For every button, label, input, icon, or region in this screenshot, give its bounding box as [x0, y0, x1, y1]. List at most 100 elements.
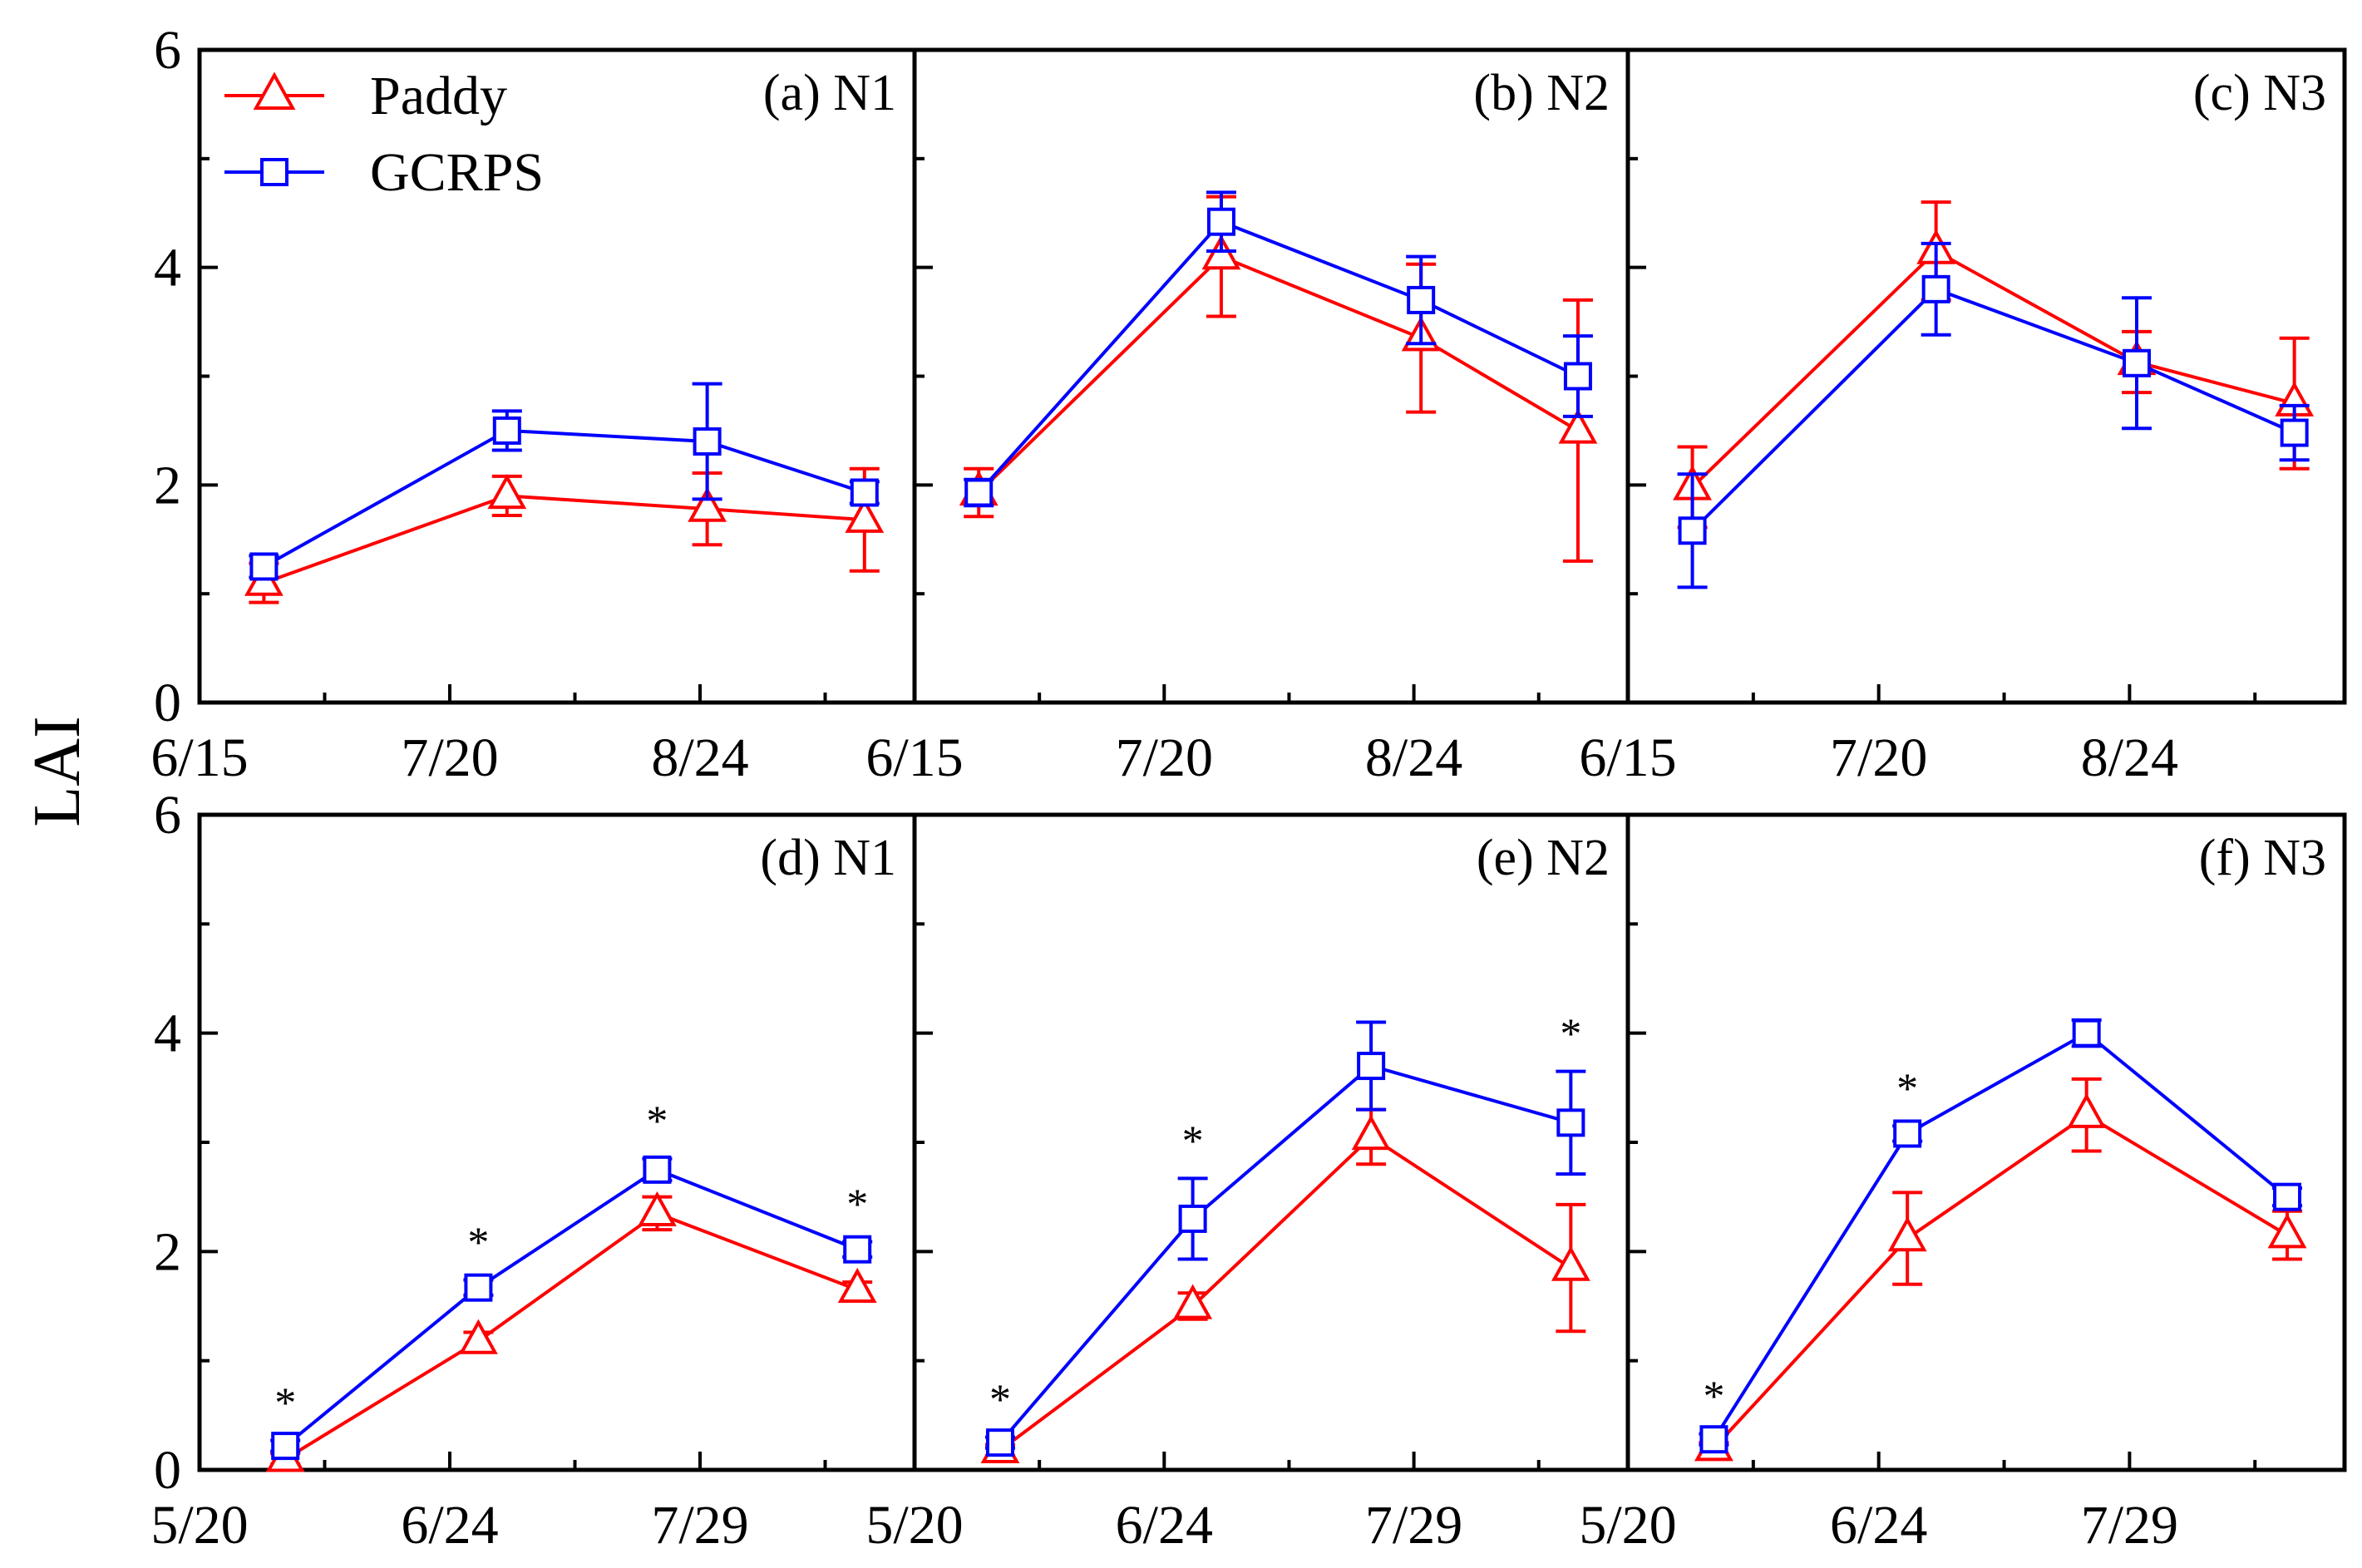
- legend-label: Paddy: [370, 66, 507, 126]
- x-tick-label: 6/24: [401, 1495, 498, 1556]
- panel-frame: [197, 812, 917, 1472]
- paddy-line: [263, 494, 865, 584]
- y-tick-label: 4: [154, 1003, 181, 1064]
- panel-title: (d) N1: [760, 830, 896, 886]
- panel-title: (c) N3: [2193, 65, 2326, 121]
- paddy-marker: [1173, 1284, 1213, 1319]
- x-tick-label: 7/29: [651, 1495, 748, 1556]
- panel-title: (a) N1: [763, 65, 896, 121]
- paddy-marker: [837, 1267, 877, 1303]
- x-tick-label: 5/20: [150, 1495, 248, 1556]
- gcrps-line: [263, 428, 865, 569]
- x-tick-label: 7/20: [1116, 727, 1213, 788]
- gcrps-marker: [1407, 285, 1436, 314]
- panel-f-n3: 5/20 6/24 7/29 (f) N3 * *: [1579, 812, 2347, 1556]
- gcrps-marker: [1206, 207, 1235, 236]
- x-tick-label: 7/29: [1365, 1495, 1462, 1556]
- gcrps-line: [1712, 1031, 2289, 1441]
- significance-star: *: [989, 1377, 1011, 1424]
- gcrps-marker: [643, 1155, 672, 1184]
- gcrps-marker: [2072, 1018, 2101, 1048]
- y-axis-label: LAI: [21, 716, 94, 826]
- gcrps-marker: [693, 427, 722, 456]
- paddy-line: [1691, 249, 2295, 489]
- significance-star: *: [846, 1181, 868, 1229]
- panel-e-n2: 5/20 6/24 7/29 (e) N2 * * *: [865, 812, 1630, 1556]
- gcrps-marker: [249, 552, 279, 581]
- paddy-marker: [1351, 1114, 1391, 1151]
- significance-star: *: [1560, 1011, 1581, 1058]
- significance-star: *: [1896, 1065, 1918, 1112]
- paddy-marker: [1551, 1245, 1590, 1281]
- panel-frame: [912, 47, 1630, 705]
- paddy-marker: [1887, 1216, 1927, 1252]
- gcrps-marker: [464, 1273, 493, 1302]
- panel-title: (b) N2: [1473, 65, 1610, 121]
- panel-frame: [912, 812, 1630, 1472]
- gcrps-line: [977, 219, 1579, 494]
- gcrps-marker: [1893, 1119, 1922, 1148]
- legend-label: GCRPS: [370, 142, 544, 203]
- y-tick-label: 2: [154, 455, 181, 515]
- x-tick-label: 6/15: [865, 727, 963, 788]
- gcrps-line: [1691, 287, 2295, 532]
- panel-frame: [1625, 47, 2347, 705]
- gcrps-marker: [964, 478, 994, 507]
- paddy-marker: [1558, 408, 1598, 444]
- paddy-marker: [1201, 234, 1241, 270]
- y-tick-label: 0: [154, 1440, 181, 1501]
- gcrps-marker: [850, 478, 879, 507]
- significance-star: *: [467, 1219, 489, 1266]
- gcrps-marker: [2273, 1182, 2302, 1211]
- x-tick-label: 7/20: [1830, 727, 1927, 788]
- x-tick-label: 6/24: [1116, 1495, 1213, 1556]
- x-tick-label: 5/20: [1579, 1495, 1676, 1556]
- y-tick-label: 0: [154, 673, 181, 733]
- x-tick-label: 6/15: [1579, 727, 1676, 788]
- gcrps-marker: [1178, 1204, 1207, 1233]
- paddy-line: [1712, 1112, 2289, 1450]
- paddy-marker: [688, 486, 727, 522]
- y-tick-label: 2: [154, 1221, 181, 1282]
- gcrps-marker: [843, 1235, 872, 1264]
- paddy-marker: [487, 473, 527, 510]
- gcrps-line: [284, 1167, 858, 1447]
- x-tick-label: 6/24: [1830, 1495, 1927, 1556]
- gcrps-marker: [2123, 348, 2152, 377]
- paddy-line: [284, 1211, 858, 1461]
- gcrps-marker: [1678, 516, 1707, 545]
- paddy-marker: [2067, 1092, 2107, 1128]
- paddy-line: [977, 254, 1579, 494]
- panel-d-n1: 0 2 4 6 5/20 6/24 7/29 (d) N1 * * * *: [150, 785, 917, 1556]
- panel-b-n2: 6/15 7/20 8/24 (b) N2: [865, 47, 1630, 788]
- panel-title: (e) N2: [1477, 830, 1610, 886]
- y-tick-label: 6: [154, 20, 181, 81]
- gcrps-marker: [985, 1428, 1014, 1457]
- gcrps-marker: [1563, 362, 1592, 391]
- paddy-marker: [638, 1191, 677, 1227]
- x-tick-label: 8/24: [1365, 727, 1462, 788]
- panel-a-n1: 0 2 4 6 6/15 7/20 8/24 (a) N1 Paddy GCRPS: [150, 20, 917, 788]
- legend: Paddy GCRPS: [224, 66, 544, 203]
- panel-c-n3: 6/15 7/20 8/24 (c) N3: [1579, 47, 2347, 788]
- x-tick-label: 5/20: [865, 1495, 963, 1556]
- gcrps-marker: [2280, 418, 2309, 447]
- paddy-line: [999, 1134, 1572, 1452]
- significance-star: *: [646, 1098, 668, 1146]
- gcrps-marker: [271, 1432, 300, 1461]
- gcrps-marker: [1921, 274, 1950, 303]
- x-tick-label: 6/15: [150, 727, 248, 788]
- x-tick-label: 8/24: [651, 727, 748, 788]
- x-tick-label: 7/29: [2081, 1495, 2178, 1556]
- paddy-marker: [845, 497, 885, 533]
- gcrps-marker: [1556, 1108, 1585, 1137]
- significance-star: *: [1182, 1117, 1204, 1165]
- gcrps-line: [999, 1063, 1571, 1444]
- x-tick-label: 8/24: [2081, 727, 2178, 788]
- paddy-marker: [2267, 1213, 2307, 1249]
- gcrps-marker: [492, 416, 521, 445]
- panel-frame: [197, 47, 917, 705]
- panel-frame: [1625, 812, 2347, 1472]
- gcrps-marker: [1357, 1052, 1386, 1081]
